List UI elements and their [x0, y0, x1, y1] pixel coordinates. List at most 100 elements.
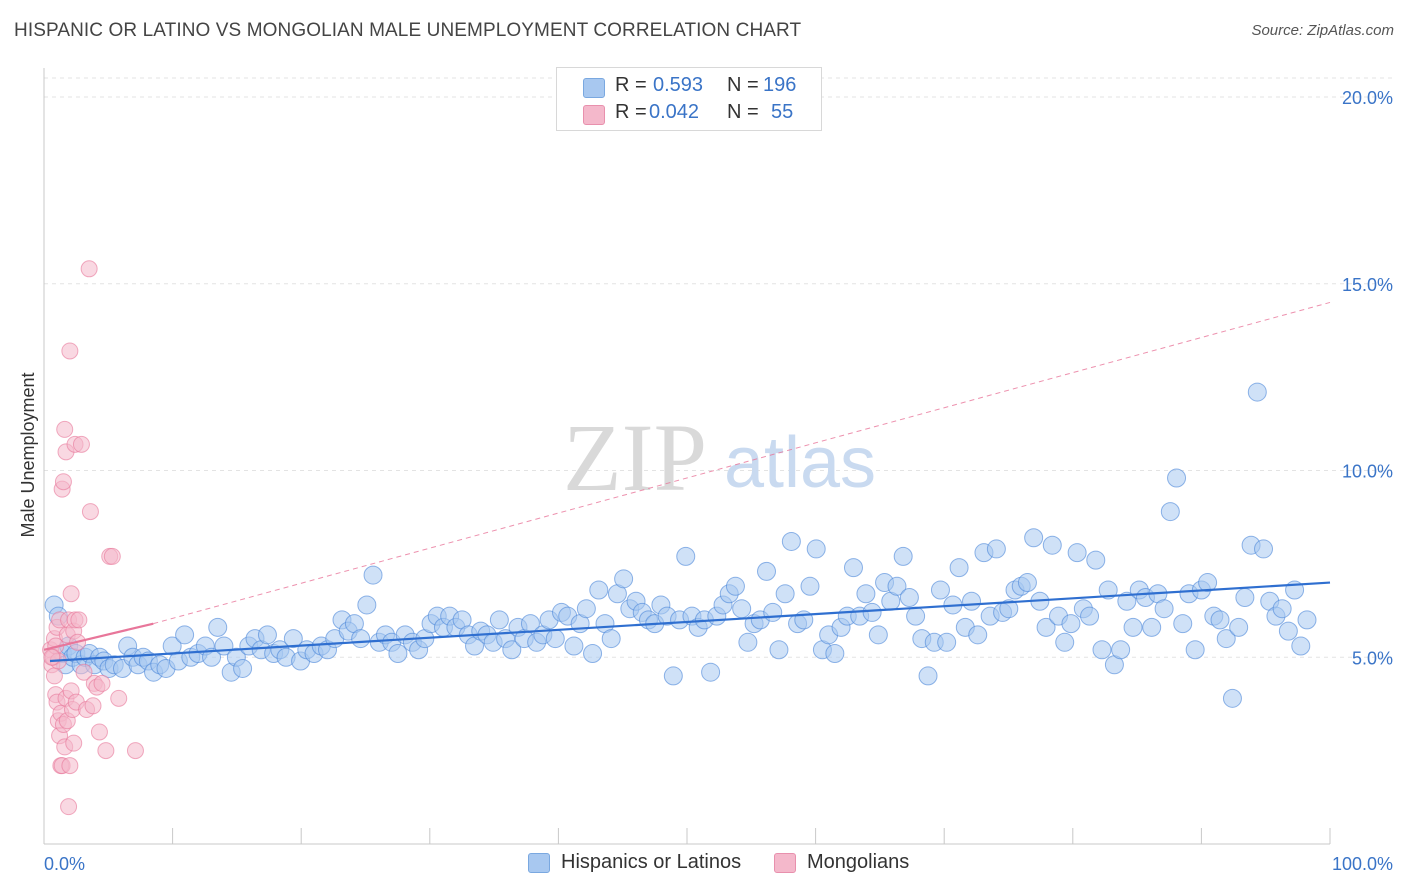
legend-swatch-mongolian — [774, 853, 796, 873]
point-hispanic — [1247, 382, 1267, 402]
point-hispanic — [962, 591, 982, 611]
r-label: R = — [615, 101, 647, 123]
point-hispanic — [208, 617, 228, 637]
point-hispanic — [202, 647, 222, 667]
point-mongolian — [54, 473, 72, 491]
point-hispanic — [906, 606, 926, 626]
point-hispanic — [1067, 543, 1087, 563]
y-tick-label: 15.0% — [1342, 275, 1393, 295]
point-hispanic — [1142, 617, 1162, 637]
point-hispanic — [856, 584, 876, 604]
point-hispanic — [614, 569, 634, 589]
y-axis-label: Male Unemployment — [18, 372, 38, 537]
point-hispanic — [893, 546, 913, 566]
point-mongolian — [93, 674, 111, 692]
trend-line-hispanic — [49, 581, 1331, 663]
point-hispanic — [1235, 587, 1255, 607]
point-hispanic — [257, 625, 277, 645]
point-mongolian — [126, 742, 144, 760]
y-tick-label: 20.0% — [1342, 88, 1393, 108]
point-hispanic — [825, 644, 845, 664]
source-credit: Source: ZipAtlas.com — [1251, 22, 1394, 39]
point-mongolian — [84, 697, 102, 715]
point-hispanic — [1042, 535, 1062, 555]
point-hispanic — [1291, 636, 1311, 656]
data-points — [42, 260, 1317, 816]
chart-title: HISPANIC OR LATINO VS MONGOLIAN MALE UNE… — [14, 20, 802, 41]
x-tick-label: 100.0% — [1332, 854, 1393, 874]
point-mongolian — [90, 723, 108, 741]
point-hispanic — [757, 561, 777, 581]
point-hispanic — [388, 644, 408, 664]
point-hispanic — [1198, 573, 1218, 593]
x-tick-label: 0.0% — [44, 854, 85, 874]
point-hispanic — [1167, 468, 1187, 488]
n-value: 55 — [771, 101, 794, 123]
r-value: 0.042 — [649, 101, 700, 123]
point-hispanic — [800, 576, 820, 596]
point-mongolian — [103, 547, 121, 565]
point-mongolian — [60, 798, 78, 816]
point-hispanic — [357, 595, 377, 615]
legend-swatch-hispanic — [528, 853, 550, 873]
n-value: 196 — [763, 74, 797, 96]
point-hispanic — [363, 565, 383, 585]
point-hispanic — [949, 558, 969, 578]
point-hispanic — [701, 662, 721, 682]
point-hispanic — [1061, 614, 1081, 634]
gridlines — [44, 77, 1392, 658]
point-hispanic — [1086, 550, 1106, 570]
point-hispanic — [589, 580, 609, 600]
point-hispanic — [601, 629, 621, 649]
point-hispanic — [1098, 580, 1118, 600]
point-mongolian — [61, 342, 79, 360]
point-hispanic — [663, 666, 683, 686]
point-hispanic — [545, 629, 565, 649]
point-hispanic — [1185, 640, 1205, 660]
point-hispanic — [806, 539, 826, 559]
legend-label: Hispanics or Latinos — [561, 851, 742, 873]
point-mongolian — [80, 260, 98, 278]
point-hispanic — [1117, 591, 1137, 611]
point-hispanic — [576, 599, 596, 619]
point-hispanic — [1254, 539, 1274, 559]
point-hispanic — [1229, 617, 1249, 637]
point-hispanic — [1036, 617, 1056, 637]
point-hispanic — [843, 558, 863, 578]
point-hispanic — [930, 580, 950, 600]
stats-swatch-hispanic — [583, 78, 605, 98]
stats-box: R = 0.593 N = 196 R = 0.042 N = 55 — [556, 67, 822, 131]
point-hispanic — [1055, 632, 1075, 652]
point-hispanic — [918, 666, 938, 686]
point-hispanic — [1297, 610, 1317, 630]
point-hispanic — [1278, 621, 1298, 641]
point-hispanic — [725, 576, 745, 596]
point-hispanic — [283, 629, 303, 649]
point-hispanic — [769, 640, 789, 660]
tick-labels: 5.0% 10.0% 15.0% 20.0% 0.0% 100.0% — [44, 88, 1393, 874]
point-hispanic — [1173, 614, 1193, 634]
point-hispanic — [999, 599, 1019, 619]
point-mongolian — [81, 503, 99, 521]
legend-label: Mongolians — [807, 851, 910, 873]
r-label: R = — [615, 74, 647, 96]
point-hispanic — [763, 602, 783, 622]
point-hispanic — [1017, 573, 1037, 593]
stats-swatch-mongolian — [583, 105, 605, 125]
trend-lines — [43, 301, 1331, 663]
point-hispanic — [862, 602, 882, 622]
point-hispanic — [233, 658, 253, 678]
point-hispanic — [1210, 610, 1230, 630]
watermark-atlas: atlas — [724, 423, 876, 503]
point-hispanic — [775, 584, 795, 604]
axes — [43, 68, 1331, 845]
point-mongolian — [62, 585, 80, 603]
point-hispanic — [887, 576, 907, 596]
point-hispanic — [1154, 599, 1174, 619]
point-mongolian — [110, 689, 128, 707]
point-hispanic — [986, 539, 1006, 559]
point-hispanic — [583, 644, 603, 664]
point-hispanic — [1272, 599, 1292, 619]
stats-row-mongolian: R = 0.042 N = 55 — [557, 101, 821, 128]
